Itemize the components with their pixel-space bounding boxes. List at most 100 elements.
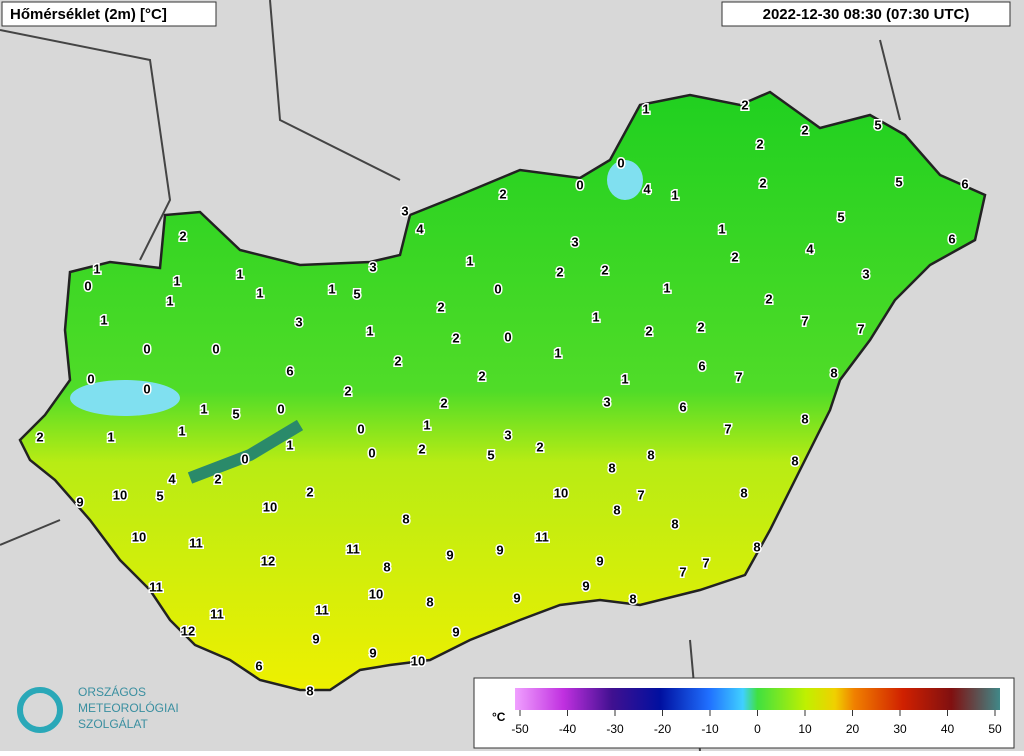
station-value: 2 (536, 439, 543, 454)
station-value: 2 (418, 441, 425, 456)
station-value: 2 (306, 484, 313, 499)
station-value: 3 (504, 427, 511, 442)
station-value: 2 (645, 323, 652, 338)
station-value: 1 (173, 273, 180, 288)
station-value: 5 (837, 209, 844, 224)
station-value: 7 (637, 487, 644, 502)
station-value: 2 (394, 353, 401, 368)
station-value: 0 (494, 281, 501, 296)
station-value: 8 (801, 411, 808, 426)
station-value: 7 (679, 564, 686, 579)
station-value: 2 (759, 175, 766, 190)
logo-icon (17, 687, 63, 733)
station-value: 2 (556, 264, 563, 279)
station-value: 10 (554, 485, 568, 500)
station-value: 1 (718, 221, 725, 236)
station-value: 5 (874, 117, 881, 132)
colorbar-tick-label: -10 (701, 722, 719, 736)
station-value: 1 (466, 253, 473, 268)
station-value: 11 (189, 535, 203, 550)
station-value: 8 (830, 365, 837, 380)
station-value: 0 (357, 421, 364, 436)
station-value: 4 (806, 241, 814, 256)
station-value: 9 (369, 645, 376, 660)
station-value: 8 (740, 485, 747, 500)
logo-line: METEOROLÓGIAI (78, 700, 179, 715)
station-value: 4 (416, 221, 424, 236)
station-value: 9 (582, 578, 589, 593)
station-value: 7 (857, 321, 864, 336)
station-value: 0 (87, 371, 94, 386)
station-value: 6 (948, 231, 955, 246)
station-value: 0 (143, 341, 150, 356)
colorbar-tick-label: 0 (754, 722, 761, 736)
colorbar-tick-label: -40 (559, 722, 577, 736)
station-value: 2 (756, 136, 763, 151)
station-value: 8 (753, 539, 760, 554)
station-value: 1 (107, 429, 114, 444)
colorbar-ticks: -50 -40 -30 -20 -10 0 10 20 30 40 50 (511, 710, 1002, 736)
station-value: 0 (277, 401, 284, 416)
station-value: 6 (698, 358, 705, 373)
station-value: 11 (315, 602, 329, 617)
station-value: 0 (576, 177, 583, 192)
colorbar-tick-label: -20 (654, 722, 672, 736)
station-value: 1 (328, 281, 335, 296)
station-value: 2 (440, 395, 447, 410)
station-value: 4 (643, 181, 651, 196)
cold-patch (70, 380, 180, 416)
station-value: 3 (401, 203, 408, 218)
colorbar-tick-label: 20 (846, 722, 860, 736)
station-value: 10 (132, 529, 146, 544)
colorbar-tick-label: 10 (798, 722, 812, 736)
station-value: 2 (499, 186, 506, 201)
station-value: 3 (862, 266, 869, 281)
station-value: 12 (181, 623, 195, 638)
station-value: 9 (76, 494, 83, 509)
hungary (18, 90, 987, 692)
station-value: 8 (383, 559, 390, 574)
station-value: 10 (411, 653, 425, 668)
station-value: 11 (535, 529, 549, 544)
station-value: 7 (801, 313, 808, 328)
station-value: 2 (697, 319, 704, 334)
station-value: 8 (629, 591, 636, 606)
station-value: 3 (603, 394, 610, 409)
colorbar-tick-label: -50 (511, 722, 529, 736)
station-value: 1 (663, 280, 670, 295)
station-value: 4 (168, 471, 176, 486)
lake-balaton (187, 419, 304, 484)
station-value: 5 (895, 174, 902, 189)
colorbar-unit: °C (492, 710, 506, 724)
station-value: 1 (178, 423, 185, 438)
station-value: 6 (255, 658, 262, 673)
station-value: 5 (487, 447, 494, 462)
station-value: 7 (702, 555, 709, 570)
colorbar (515, 688, 1000, 710)
station-value: 2 (452, 330, 459, 345)
station-value: 1 (256, 285, 263, 300)
station-value: 9 (452, 624, 459, 639)
station-value: 0 (368, 445, 375, 460)
station-value: 8 (647, 447, 654, 462)
station-value: 9 (596, 553, 603, 568)
station-value: 2 (36, 429, 43, 444)
timestamp-box (721, 1, 1011, 27)
station-value: 2 (214, 471, 221, 486)
station-value: 6 (286, 363, 293, 378)
cold-patch (607, 160, 643, 200)
station-value: 9 (312, 631, 319, 646)
station-value: 10 (263, 499, 277, 514)
station-value: 3 (295, 314, 302, 329)
station-value: 0 (143, 381, 150, 396)
station-value: 1 (671, 187, 678, 202)
station-value: 2 (179, 228, 186, 243)
timestamp: 2022-12-30 08:30 (07:30 UTC) (763, 6, 970, 23)
station-value: 3 (571, 234, 578, 249)
station-value: 12 (261, 553, 275, 568)
station-value: 1 (423, 417, 430, 432)
station-value: 1 (93, 261, 100, 276)
station-value: 10 (369, 586, 383, 601)
station-value: 1 (200, 401, 207, 416)
